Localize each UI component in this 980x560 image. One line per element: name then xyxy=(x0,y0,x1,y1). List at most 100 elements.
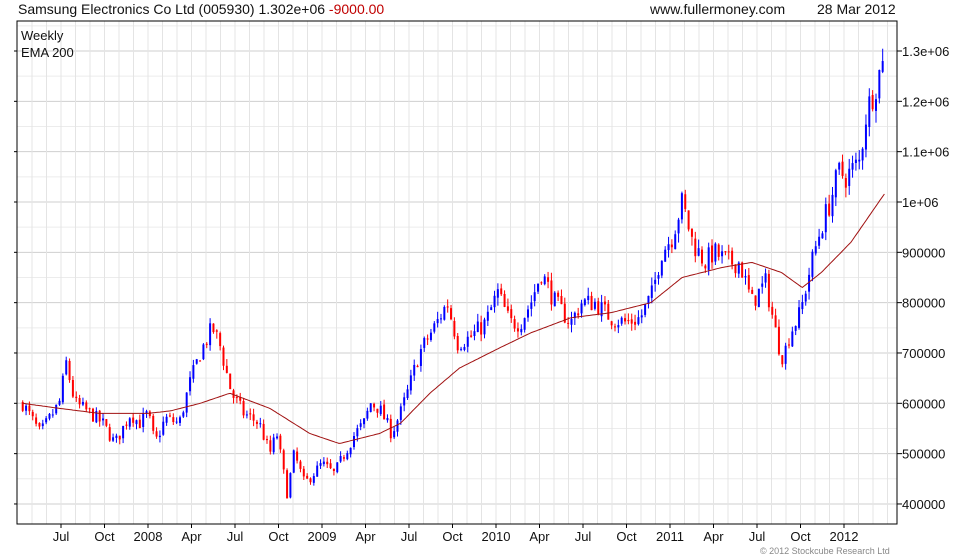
candle xyxy=(396,419,399,437)
candle-body xyxy=(550,280,553,305)
candle xyxy=(861,147,864,170)
candle xyxy=(838,161,841,175)
candle xyxy=(537,283,540,295)
candle-body xyxy=(426,338,429,340)
candle xyxy=(316,461,319,477)
candle-body xyxy=(694,238,697,257)
y-tick-label: 800000 xyxy=(902,296,945,311)
candle xyxy=(881,48,884,74)
candle-body xyxy=(242,401,245,416)
candle xyxy=(98,409,101,427)
candle-body xyxy=(81,401,84,405)
candle-body xyxy=(560,295,563,305)
candle-body xyxy=(35,417,38,424)
candle-body xyxy=(727,251,730,253)
candle xyxy=(787,338,790,349)
candle-body xyxy=(680,193,683,220)
candle xyxy=(533,284,536,307)
candle xyxy=(600,294,603,322)
candle-body xyxy=(128,418,131,427)
candle-body xyxy=(436,319,439,324)
candle xyxy=(336,462,339,474)
candle-body xyxy=(389,418,392,439)
candle xyxy=(352,432,355,450)
candle xyxy=(724,251,727,256)
candle xyxy=(757,288,760,308)
candle xyxy=(272,433,275,455)
x-tick-label: Jul xyxy=(749,529,766,544)
candle xyxy=(473,324,476,341)
candle-body xyxy=(603,301,606,305)
candle-body xyxy=(767,273,770,308)
candle-body xyxy=(580,303,583,314)
candle xyxy=(771,301,774,319)
candle xyxy=(801,294,804,315)
candle-body xyxy=(312,476,315,483)
candle-body xyxy=(55,404,58,414)
candle-body xyxy=(483,319,486,335)
candle-body xyxy=(670,244,673,248)
candle-body xyxy=(844,178,847,188)
candle xyxy=(684,189,687,212)
candle-body xyxy=(122,425,125,439)
candle xyxy=(446,299,449,313)
title-text: Samsung Electronics Co Ltd (005930) 1.30… xyxy=(18,1,326,17)
candle-body xyxy=(503,293,506,307)
candle xyxy=(122,425,125,444)
candle xyxy=(296,447,299,464)
candle xyxy=(717,243,720,261)
candle-body xyxy=(573,312,576,319)
candle xyxy=(115,433,118,443)
candle-body xyxy=(433,323,436,332)
candle xyxy=(302,466,305,480)
candle xyxy=(714,242,717,265)
candle-body xyxy=(851,163,854,170)
candle-body xyxy=(91,408,94,422)
candle xyxy=(624,313,627,325)
candle xyxy=(721,245,724,264)
candle xyxy=(871,90,874,112)
candle-body xyxy=(282,450,285,470)
candle xyxy=(500,283,503,297)
candle-body xyxy=(249,413,252,415)
x-tick-label: Oct xyxy=(790,529,811,544)
candle-body xyxy=(269,440,272,452)
candle xyxy=(222,345,225,371)
candle-body xyxy=(189,377,192,392)
candle xyxy=(68,358,71,383)
candle-body xyxy=(470,335,473,337)
candle xyxy=(71,375,74,399)
candle xyxy=(874,93,877,123)
candle-body xyxy=(429,332,432,340)
candle xyxy=(580,299,583,318)
candle-body xyxy=(734,264,737,274)
candle xyxy=(326,457,329,469)
candle xyxy=(804,290,807,306)
candle-body xyxy=(841,161,844,176)
candle xyxy=(61,373,64,405)
candle-body xyxy=(306,475,309,479)
candle-body xyxy=(209,323,212,346)
candle xyxy=(366,407,369,421)
plot-frame xyxy=(16,20,898,525)
candle-body xyxy=(48,413,51,419)
candle xyxy=(286,468,289,499)
candle-body xyxy=(115,435,118,438)
candle-body xyxy=(379,405,382,415)
candle-body xyxy=(781,355,784,365)
candle xyxy=(610,320,613,330)
candle-body xyxy=(634,321,637,325)
candle xyxy=(557,290,560,302)
candle xyxy=(443,305,446,321)
candle xyxy=(697,239,700,257)
candle-body xyxy=(443,306,446,320)
candle xyxy=(309,477,312,485)
ema-200-line xyxy=(22,193,885,444)
candle xyxy=(436,311,439,328)
candle-body xyxy=(664,249,667,262)
candle-body xyxy=(834,170,837,198)
candle xyxy=(102,413,105,426)
candle-body xyxy=(446,306,449,308)
candle xyxy=(490,304,493,311)
